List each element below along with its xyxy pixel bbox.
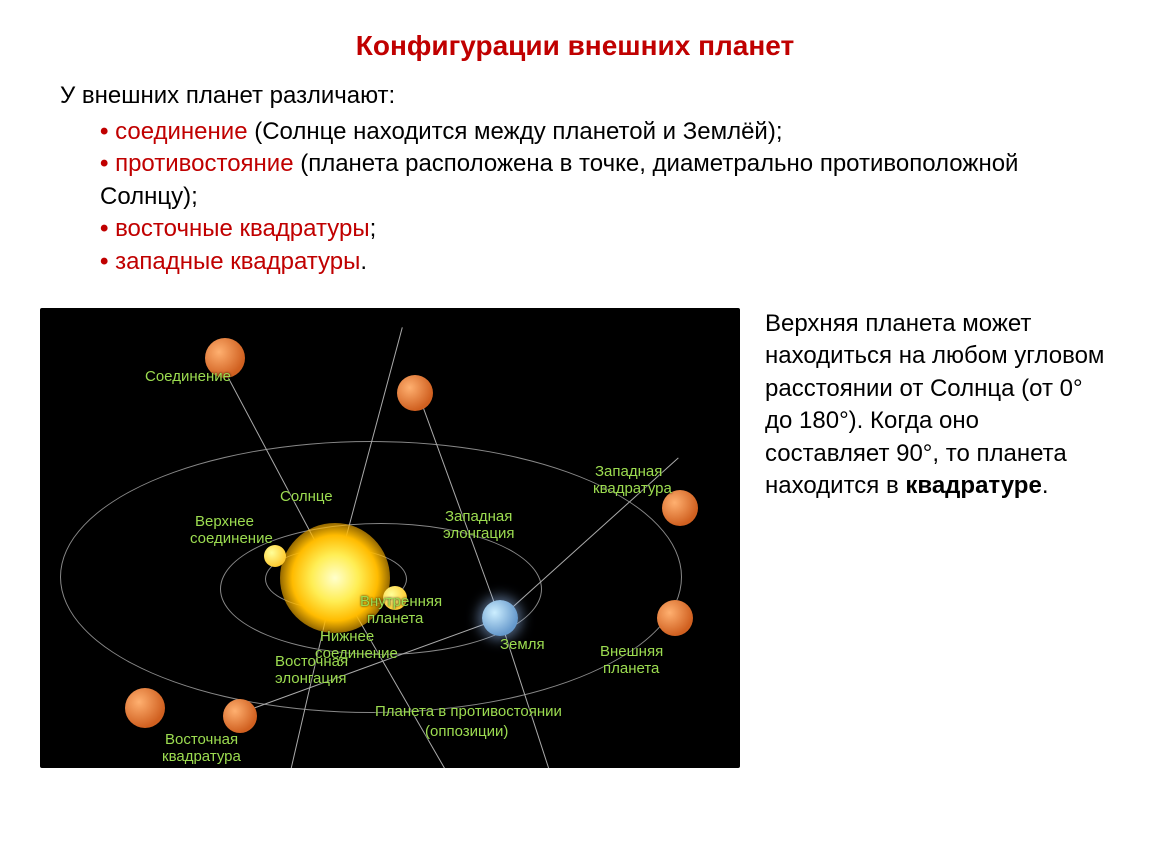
planet: [657, 600, 693, 636]
slide-title: Конфигурации внешних планет: [40, 30, 1110, 62]
diagram-label: планета: [603, 660, 659, 677]
diagram-label: Западная: [445, 508, 512, 525]
diagram-label: Верхнее: [195, 513, 254, 530]
diagram-label: (оппозиции): [425, 723, 508, 740]
bullet-item: восточные квадратуры;: [100, 213, 1110, 245]
bullet-term: противостояние: [115, 150, 293, 177]
side-text-pre: Верхняя планета может находиться на любо…: [765, 310, 1104, 499]
diagram-label: соединение: [190, 530, 273, 547]
diagram-label: Земля: [500, 636, 545, 653]
orbit-diagram: Соединение Солнце Верхнеесоединение Западна…: [40, 308, 740, 768]
bullet-rest: .: [360, 248, 367, 275]
diagram-label: квадратура: [593, 480, 672, 497]
intro-text: У внешних планет различают:: [60, 82, 1110, 110]
bullet-list: соединение (Солнце находится между плане…: [100, 116, 1110, 278]
diagram-label: Планета в противостоянии: [375, 703, 562, 720]
diagram-label: Нижнее: [320, 628, 374, 645]
planet: [264, 545, 286, 567]
planet: [482, 600, 518, 636]
bullet-term: восточные квадратуры: [115, 215, 369, 242]
bullet-term: западные квадратуры: [115, 248, 360, 275]
diagram-label: Соединение: [145, 368, 231, 385]
diagram-label: Восточная: [165, 731, 238, 748]
bullet-item: противостояние (планета расположена в то…: [100, 148, 1110, 213]
diagram-label: элонгация: [275, 670, 346, 687]
diagram-label: Восточная: [275, 653, 348, 670]
bullet-item: западные квадратуры.: [100, 246, 1110, 278]
bullet-rest: ;: [370, 215, 377, 242]
bullet-item: соединение (Солнце находится между плане…: [100, 116, 1110, 148]
diagram-label: квадратура: [162, 748, 241, 765]
diagram-label: Западная: [595, 463, 662, 480]
diagram-label: элонгация: [443, 525, 514, 542]
diagram-label: Внутренняя: [360, 593, 442, 610]
bullet-term: соединение: [115, 118, 247, 145]
diagram-label: Солнце: [280, 488, 333, 505]
side-paragraph: Верхняя планета может находиться на любо…: [740, 308, 1110, 768]
side-text-bold: квадратуре: [905, 472, 1041, 499]
planet: [223, 699, 257, 733]
planet: [125, 688, 165, 728]
content-row: Соединение Солнце Верхнеесоединение Западна…: [40, 308, 1110, 768]
diagram-label: Внешняя: [600, 643, 663, 660]
bullet-rest: (Солнце находится между планетой и Землё…: [248, 118, 783, 145]
slide: Конфигурации внешних планет У внешних пл…: [0, 0, 1150, 864]
diagram-label: планета: [367, 610, 423, 627]
planet: [397, 375, 433, 411]
side-text-post: .: [1042, 472, 1049, 499]
